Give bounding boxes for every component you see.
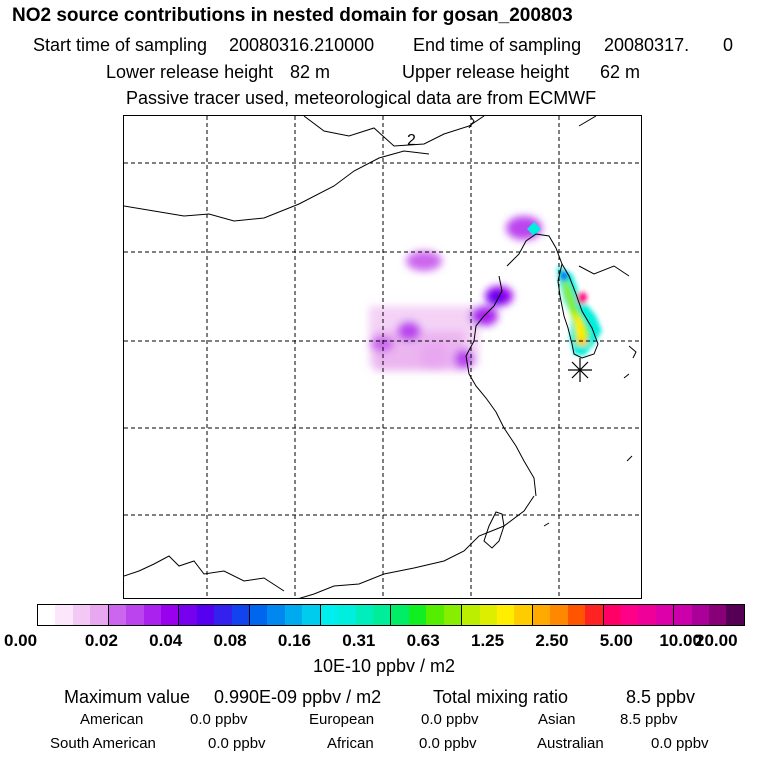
colorbar-tick-label: 0.16 — [277, 631, 311, 650]
upper-height-value: 62 m — [600, 62, 641, 82]
coastlines — [124, 116, 637, 598]
china-plume — [369, 216, 542, 371]
region-name: Australian — [537, 735, 604, 752]
end-time-label: End time of sampling — [413, 35, 582, 55]
region-value: 0.0 ppbv — [190, 711, 248, 728]
colorbar-tick-label: 2.50 — [535, 631, 569, 650]
lower-height-label: Lower release height — [106, 62, 274, 82]
plot-title: NO2 source contributions in nested domai… — [12, 5, 573, 26]
receptor-marker — [568, 358, 592, 382]
colorbar-swatch — [160, 605, 180, 625]
colorbar-swatch — [231, 605, 251, 625]
plume-hotspot — [527, 222, 541, 236]
colorbar-swatch — [179, 605, 197, 625]
colorbar-swatch — [709, 605, 727, 625]
end-time-value: 20080317. — [604, 35, 690, 55]
upper-height-label: Upper release height — [402, 62, 570, 82]
colorbar-swatch — [38, 605, 56, 625]
colorbar-swatch — [585, 605, 604, 625]
colorbar-tick-label: 0.02 — [84, 631, 118, 650]
start-time-label: Start time of sampling — [33, 35, 208, 55]
contour-label: 2 — [407, 132, 416, 149]
colorbar-swatch — [108, 605, 127, 625]
region-name: American — [80, 711, 144, 728]
region-value: 0.0 ppbv — [208, 735, 266, 752]
colorbar-tick-label: 0.04 — [149, 631, 183, 650]
korea-plume — [557, 266, 602, 356]
colorbar-swatch — [143, 605, 161, 625]
colorbar-swatch — [655, 605, 675, 625]
colorbar-swatch — [126, 605, 144, 625]
colorbar-swatch — [284, 605, 303, 625]
colorbar-swatch — [674, 605, 692, 625]
colorbar-swatch — [338, 605, 356, 625]
colorbar-swatch — [408, 605, 427, 625]
colorbar-tick-label: 0.08 — [213, 631, 247, 650]
region-value: 8.5 ppbv — [620, 711, 678, 728]
total-mixing-value: 8.5 ppbv — [626, 687, 696, 707]
colorbar-swatch — [196, 605, 215, 625]
colorbar-swatch — [355, 605, 374, 625]
colorbar-tick-label: 10.00 — [659, 631, 702, 650]
region-value: 0.0 ppbv — [421, 711, 479, 728]
colorbar-swatch — [90, 605, 109, 625]
lower-height-value: 82 m — [290, 62, 331, 82]
region-name: South American — [50, 735, 156, 752]
colorbar-swatch — [250, 605, 268, 625]
colorbar-swatch — [691, 605, 710, 625]
colorbar-swatch — [426, 605, 444, 625]
colorbar-swatch — [479, 605, 497, 625]
map-canvas: 2 — [124, 116, 641, 598]
colorbar-unit: 10E-10 ppbv / m2 — [312, 656, 456, 676]
map-panel: 2 — [123, 115, 642, 599]
colorbar — [37, 604, 745, 626]
colorbar-swatch — [726, 605, 744, 625]
colorbar-tick-label: 0.63 — [406, 631, 440, 650]
colorbar-swatch — [532, 605, 551, 625]
colorbar-tick-label: 20.00 — [695, 631, 738, 650]
colorbar-swatch — [267, 605, 285, 625]
colorbar-swatch — [550, 605, 568, 625]
colorbar-swatch — [496, 605, 515, 625]
grid-lines — [124, 116, 641, 598]
total-mixing-label: Total mixing ratio — [433, 687, 569, 707]
region-name: Asian — [538, 711, 576, 728]
colorbar-swatch — [302, 605, 321, 625]
max-value-label: Maximum value — [64, 687, 191, 707]
colorbar-swatch — [462, 605, 480, 625]
colorbar-tick-label: 0.00 — [4, 631, 38, 650]
colorbar-swatch — [55, 605, 73, 625]
region-value: 0.0 ppbv — [651, 735, 709, 752]
colorbar-swatch — [620, 605, 639, 625]
region-name: African — [327, 735, 374, 752]
region-name: European — [309, 711, 375, 728]
region-value: 0.0 ppbv — [419, 735, 477, 752]
colorbar-swatch — [214, 605, 232, 625]
colorbar-swatch — [567, 605, 586, 625]
colorbar-tick-label: 0.31 — [342, 631, 376, 650]
max-value: 0.990E-09 ppbv / m2 — [214, 687, 382, 707]
colorbar-swatch — [391, 605, 409, 625]
colorbar-swatch — [638, 605, 656, 625]
colorbar-swatch — [603, 605, 621, 625]
colorbar-swatch — [514, 605, 533, 625]
colorbar-swatch — [443, 605, 463, 625]
colorbar-swatch — [320, 605, 339, 625]
end-time-suffix: 0 — [723, 35, 734, 55]
colorbar-tick-label: 5.00 — [599, 631, 633, 650]
colorbar-swatch — [373, 605, 392, 625]
start-time-value: 20080316.210000 — [229, 35, 375, 55]
colorbar-tick-label: 1.25 — [470, 631, 505, 650]
colorbar-swatch — [72, 605, 91, 625]
tracer-note: Passive tracer used, meteorological data… — [126, 88, 597, 108]
